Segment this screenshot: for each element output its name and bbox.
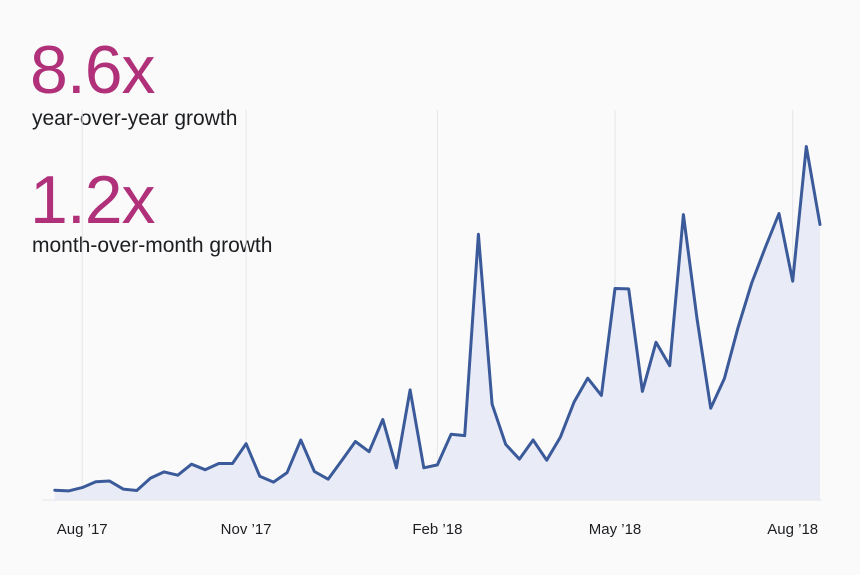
data-point-26 bbox=[408, 388, 412, 392]
x-tick-label-2: Feb ’18 bbox=[412, 521, 462, 538]
data-point-55 bbox=[804, 145, 808, 149]
data-point-41 bbox=[613, 287, 617, 291]
data-point-25 bbox=[394, 466, 398, 470]
data-point-16 bbox=[272, 480, 276, 484]
data-point-3 bbox=[94, 480, 98, 484]
data-point-5 bbox=[121, 487, 125, 491]
data-point-1 bbox=[67, 489, 71, 493]
data-point-11 bbox=[203, 468, 207, 472]
data-point-44 bbox=[654, 340, 658, 344]
data-point-37 bbox=[558, 435, 562, 439]
data-point-9 bbox=[176, 473, 180, 477]
x-tick-label-0: Aug ’17 bbox=[57, 521, 108, 538]
x-tick-label-4: Aug ’18 bbox=[767, 521, 818, 538]
x-tick-label-3: May ’18 bbox=[589, 521, 642, 538]
data-point-31 bbox=[476, 232, 480, 236]
mom-growth-value: 1.2x bbox=[30, 162, 156, 238]
data-point-23 bbox=[367, 450, 371, 454]
data-point-47 bbox=[695, 317, 699, 321]
mom-growth-caption: month-over-month growth bbox=[32, 234, 273, 257]
data-point-40 bbox=[599, 393, 603, 397]
data-point-48 bbox=[709, 406, 713, 410]
series-area-fill bbox=[54, 146, 821, 500]
data-point-14 bbox=[244, 442, 248, 446]
data-point-18 bbox=[299, 438, 303, 442]
data-point-50 bbox=[736, 326, 740, 330]
data-point-13 bbox=[231, 462, 235, 466]
data-point-22 bbox=[353, 440, 357, 444]
data-point-42 bbox=[627, 287, 631, 291]
data-point-51 bbox=[750, 281, 754, 285]
data-point-45 bbox=[668, 364, 672, 368]
data-point-8 bbox=[162, 470, 166, 474]
data-point-34 bbox=[517, 457, 521, 461]
x-tick-label-1: Nov ’17 bbox=[221, 521, 272, 538]
data-point-33 bbox=[504, 442, 508, 446]
data-point-35 bbox=[531, 438, 535, 442]
data-point-36 bbox=[545, 458, 549, 462]
data-point-21 bbox=[340, 459, 344, 463]
data-point-39 bbox=[586, 376, 590, 380]
data-point-4 bbox=[108, 479, 112, 483]
data-point-20 bbox=[326, 477, 330, 481]
data-point-43 bbox=[640, 389, 644, 393]
data-point-0 bbox=[53, 488, 57, 492]
data-point-54 bbox=[791, 279, 795, 283]
data-point-38 bbox=[572, 400, 576, 404]
data-point-6 bbox=[135, 489, 139, 493]
data-point-17 bbox=[285, 471, 289, 475]
data-point-53 bbox=[777, 212, 781, 216]
data-point-49 bbox=[722, 377, 726, 381]
data-point-12 bbox=[217, 462, 221, 466]
data-point-46 bbox=[681, 213, 685, 217]
data-point-15 bbox=[258, 474, 262, 478]
yoy-growth-value: 8.6x bbox=[30, 32, 156, 108]
x-axis-ticks: Aug ’17 Nov ’17 Feb ’18 May ’18 Aug ’18 bbox=[57, 521, 818, 538]
data-point-19 bbox=[312, 470, 316, 474]
data-point-29 bbox=[449, 432, 453, 436]
data-point-10 bbox=[190, 462, 194, 466]
data-point-24 bbox=[381, 418, 385, 422]
data-point-2 bbox=[80, 486, 84, 490]
yoy-growth-caption: year-over-year growth bbox=[32, 107, 238, 130]
data-point-7 bbox=[149, 476, 153, 480]
series-line bbox=[53, 145, 822, 493]
data-point-56 bbox=[818, 223, 822, 227]
data-point-30 bbox=[463, 434, 467, 438]
data-point-28 bbox=[435, 463, 439, 467]
data-point-32 bbox=[490, 402, 494, 406]
data-point-27 bbox=[422, 466, 426, 470]
data-point-52 bbox=[763, 246, 767, 250]
